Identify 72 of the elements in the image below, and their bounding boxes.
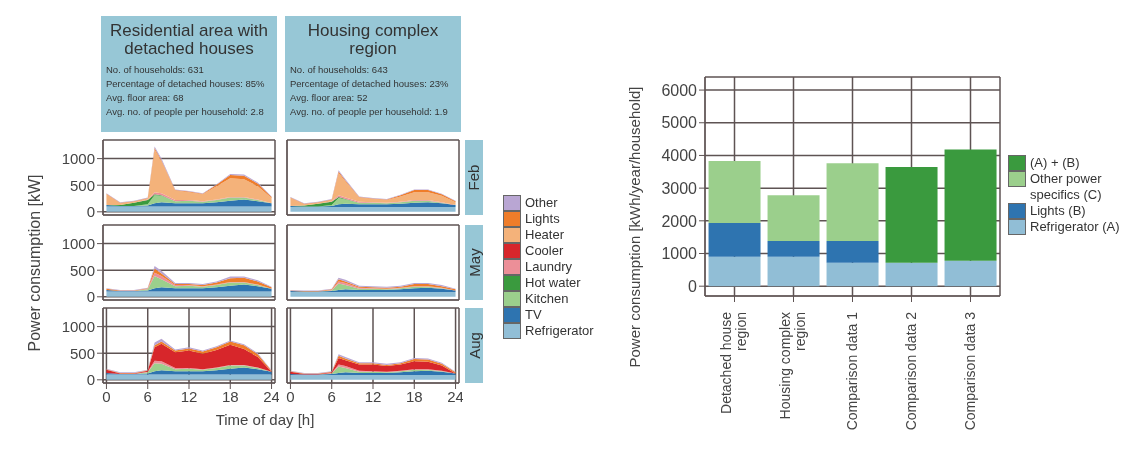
y-tick-label: 6000 xyxy=(661,81,698,99)
bar xyxy=(767,195,820,242)
x-tick-label: 18 xyxy=(221,387,239,405)
y-tick-label: 1000 xyxy=(61,149,95,167)
text: No. of households: 643 xyxy=(290,63,389,77)
text: Avg. no. of people per household: 1.9 xyxy=(290,105,449,119)
bar xyxy=(708,256,761,287)
legend-label: Heater xyxy=(525,227,565,243)
x-tick-label: 6 xyxy=(327,387,336,405)
x-tick-label: Comparison data 3 xyxy=(962,311,979,431)
text: Percentage of detached houses: 85% xyxy=(106,77,266,91)
bar xyxy=(885,262,938,287)
text: Avg. floor area: 68 xyxy=(106,91,185,105)
legend-label: Other power specifics (C) xyxy=(1030,171,1103,203)
legend-label: Laundry xyxy=(525,259,572,275)
y-tick-label: 500 xyxy=(69,261,95,279)
y-tick-label: 2000 xyxy=(661,212,698,230)
legend-label: TV xyxy=(525,307,542,323)
y2-axis-title: May xyxy=(465,248,483,277)
y-tick-label: 1000 xyxy=(61,234,95,252)
bar xyxy=(885,166,938,263)
x-tick-label: Comparison data 1 xyxy=(844,311,861,431)
y-tick-label: 5000 xyxy=(661,114,698,132)
bar xyxy=(944,149,997,261)
x-tick-label: 12 xyxy=(180,387,198,405)
bar xyxy=(826,163,879,242)
text: Avg. no. of people per household: 2.8 xyxy=(106,105,265,119)
x-tick-label: 12 xyxy=(364,387,382,405)
x-tick-label: 6 xyxy=(143,387,152,405)
bar xyxy=(826,262,879,287)
y-tick-label: 0 xyxy=(86,288,95,306)
x-tick-label: 0 xyxy=(286,387,295,405)
x-axis-title: Time of day [h] xyxy=(215,411,315,428)
y2-axis-title: Feb xyxy=(465,164,483,191)
y-tick-label: 0 xyxy=(86,203,95,221)
x-tick-label: 24 xyxy=(263,387,280,405)
bar xyxy=(944,260,997,287)
x-tick-label: Comparison data 2 xyxy=(903,311,920,431)
chart-title: Housing complex region xyxy=(306,21,440,58)
legend-label: Other xyxy=(525,195,558,211)
x-tick-label: 24 xyxy=(447,387,464,405)
chart-title: Residential area with detached houses xyxy=(109,21,269,58)
legend-label: Kitchen xyxy=(525,291,569,307)
legend-label: Hot water xyxy=(525,275,581,291)
bar xyxy=(767,241,820,257)
y-tick-label: 500 xyxy=(69,344,95,362)
x-tick-label: Housing complex region xyxy=(777,312,809,420)
bar xyxy=(826,241,879,263)
legend-label: Cooler xyxy=(525,243,564,259)
legend-label: Refrigerator xyxy=(525,323,594,339)
y-tick-label: 1000 xyxy=(661,245,698,263)
legend-label: Lights (B) xyxy=(1030,203,1086,219)
y-tick-label: 500 xyxy=(69,176,95,194)
text: No. of households: 631 xyxy=(106,63,205,77)
y-tick-label: 3000 xyxy=(661,179,698,197)
y-tick-label: 1000 xyxy=(61,317,95,335)
y-tick-label: 4000 xyxy=(661,147,698,165)
x-tick-label: 0 xyxy=(102,387,111,405)
legend-label: Lights xyxy=(525,211,560,227)
y-axis-title: Power consumption [kWh/year/household] xyxy=(625,86,643,367)
y-tick-label: 0 xyxy=(688,277,698,295)
x-tick-label: Detached house region xyxy=(718,311,750,414)
text: Avg. floor area: 52 xyxy=(290,91,369,105)
x-tick-label: 18 xyxy=(405,387,423,405)
text: Percentage of detached houses: 23% xyxy=(290,77,450,91)
legend-label: (A) + (B) xyxy=(1030,155,1080,171)
legend-label: Refrigerator (A) xyxy=(1030,219,1120,235)
bar xyxy=(767,256,820,287)
bar xyxy=(708,161,761,224)
y-axis-title: Power consumption [kW] xyxy=(26,174,44,351)
bar xyxy=(708,223,761,257)
y2-axis-title: Aug xyxy=(465,332,483,359)
